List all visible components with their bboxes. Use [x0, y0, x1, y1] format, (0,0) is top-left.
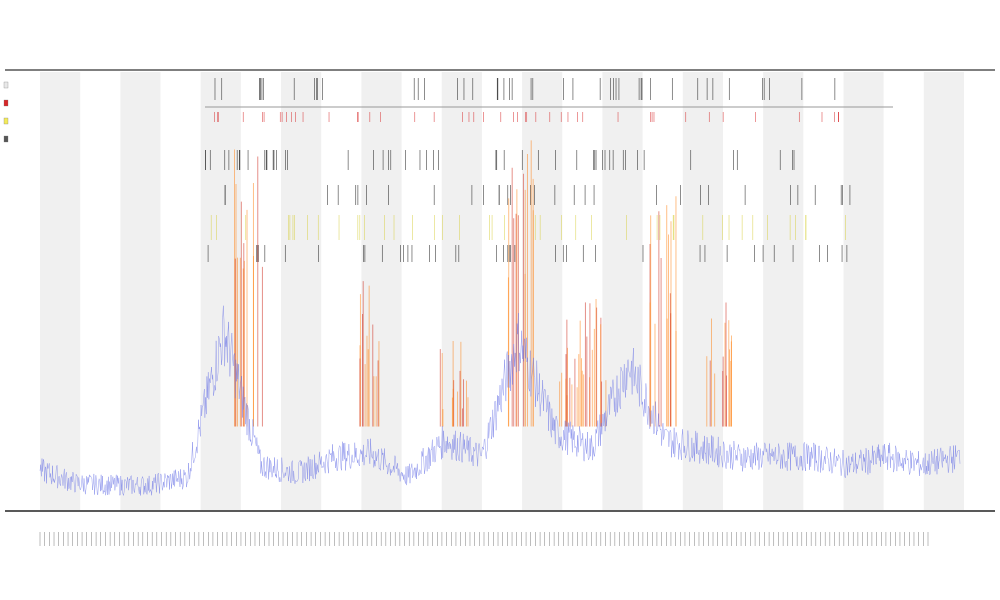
band-20 — [843, 72, 884, 510]
x-tick-labels — [39, 532, 929, 546]
background-bands — [40, 72, 964, 510]
band-8 — [361, 72, 402, 510]
band-6 — [281, 72, 322, 510]
legend-swatch — [3, 135, 9, 143]
series-line — [39, 305, 961, 497]
band-22 — [923, 72, 964, 510]
signal-trace — [39, 305, 961, 497]
band-16 — [682, 72, 723, 510]
band-14 — [602, 72, 643, 510]
band-18 — [763, 72, 804, 510]
event-ticks — [205, 78, 851, 262]
band-2 — [120, 72, 161, 510]
legend-swatch — [3, 81, 9, 89]
legend-swatch — [3, 117, 9, 125]
legend-swatch — [3, 99, 9, 107]
legend — [3, 81, 9, 143]
band-12 — [522, 72, 563, 510]
band-10 — [441, 72, 482, 510]
band-0 — [40, 72, 81, 510]
